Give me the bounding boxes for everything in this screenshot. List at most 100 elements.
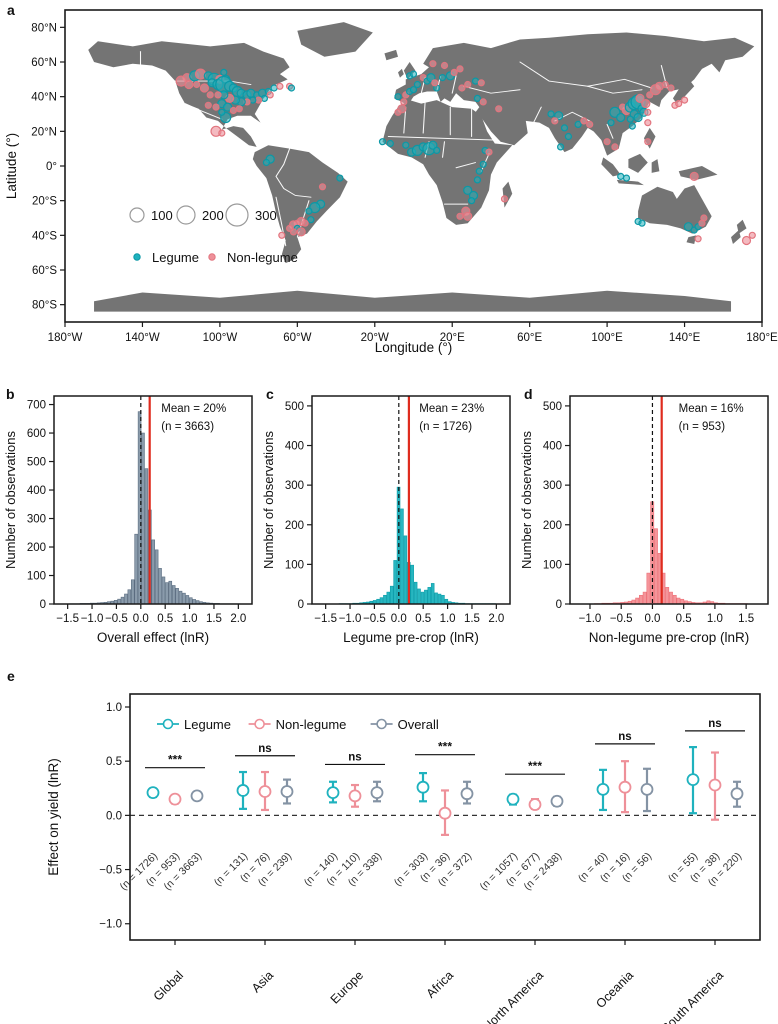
x-tick-label: 1.0 [707, 613, 723, 625]
legume-point [394, 93, 402, 101]
y-tick-label: 20°S [32, 196, 57, 208]
nonlegume-point [199, 83, 209, 93]
legume-point [554, 111, 564, 121]
y-tick-label: 200 [543, 520, 562, 532]
panel-a-letter: a [7, 2, 15, 18]
legume-point [220, 68, 228, 77]
nonlegume-point [635, 93, 645, 104]
legume-point [617, 172, 625, 180]
histogram-bar [635, 597, 640, 605]
country-border [451, 75, 457, 94]
country-border [533, 106, 542, 124]
mean-point [618, 780, 632, 794]
annotation-mean: Mean = 16% [679, 403, 744, 415]
legume-point [260, 94, 268, 103]
y-tick-label: 0° [46, 161, 57, 173]
nonlegume-point [586, 120, 594, 129]
mean-point [596, 782, 610, 796]
plot-frame [129, 693, 761, 941]
histogram-bar [410, 564, 414, 605]
nonlegume-point [611, 143, 619, 151]
histogram-bar [131, 579, 135, 605]
map-points-layer [175, 60, 756, 246]
y-tick-label: 300 [27, 514, 46, 526]
x-tick-label: 0.5 [157, 613, 173, 625]
category-label: North America [480, 968, 546, 1024]
world-map-chart: 180°W 140°W 100°W 60°W 20°W 20°E 60°E 100°E 140°… [4, 9, 778, 355]
continent [731, 230, 741, 244]
y-tick-label: 60°S [32, 265, 57, 277]
nonlegume-legend-dot [208, 253, 216, 261]
y-axis-title: Number of observations [261, 430, 276, 569]
x-tick-label: 140°W [125, 332, 160, 344]
histogram-bar [413, 581, 418, 605]
size-legend-circle [225, 203, 249, 227]
annotation-n: (n = 3663) [161, 421, 214, 433]
y-axis-title: Latitude (°) [4, 133, 19, 199]
nonlegume-point [450, 68, 458, 77]
x-tick-label: 2.0 [488, 613, 504, 625]
legume-point [468, 197, 476, 205]
legume-point [622, 174, 631, 182]
continent [643, 127, 656, 149]
legume-point [307, 216, 315, 224]
panel-d-letter: d [524, 386, 533, 402]
x-tick-label: −1.0 [81, 613, 104, 625]
y-axis-title: Number of observations [519, 430, 534, 569]
nonlegume-point [500, 195, 509, 203]
nonlegume-point [603, 138, 611, 146]
histogram-bar [676, 597, 681, 605]
nonlegume-point [464, 80, 472, 89]
plot-frame [569, 395, 769, 605]
histogram-bar [669, 591, 673, 605]
legume-point [262, 158, 270, 167]
legume-point [683, 222, 694, 232]
mean-point [708, 778, 722, 792]
country-border [606, 123, 614, 139]
histogram-bar [161, 576, 166, 605]
mean-point [348, 789, 362, 803]
sig-label: ns [618, 731, 631, 743]
y-tick-label: 300 [543, 480, 562, 492]
mean-point [258, 785, 272, 798]
nonlegume-point [477, 79, 485, 87]
mean-point [280, 785, 294, 798]
nonlegume-point [551, 117, 559, 125]
nonlegume-point [194, 68, 207, 80]
histogram-bar [379, 597, 384, 605]
nonlegume-point [689, 171, 699, 181]
histogram-bar [151, 539, 155, 605]
x-tick-label: 180°E [746, 332, 778, 344]
nonlegume-point [646, 91, 654, 99]
mean-point [528, 798, 542, 811]
y-tick-label: 600 [27, 428, 46, 440]
histogram-bar [189, 597, 193, 605]
continent [616, 179, 644, 186]
continent [601, 157, 621, 177]
x-tick-label: 1.0 [182, 613, 198, 625]
nonlegume-point [212, 103, 220, 111]
y-tick-label: 1.0 [106, 702, 122, 714]
histogram-bar [417, 588, 421, 605]
size-legend-circle [129, 207, 145, 223]
nonlegume-point [641, 98, 651, 109]
legume-point [413, 80, 421, 89]
nonlegume-point [667, 84, 675, 92]
x-tick-label: 0.5 [415, 613, 431, 625]
x-tick-label: 0.5 [676, 613, 692, 625]
histogram-bar [171, 585, 176, 605]
annotation-mean: Mean = 23% [419, 403, 484, 415]
mean-point [326, 786, 340, 800]
legume-legend-label: Legume [152, 250, 199, 265]
continent [651, 159, 660, 173]
y-tick-label: 80°N [31, 22, 57, 34]
x-axis-title: Non-legume pre-crop (lnR) [589, 630, 750, 645]
y-tick-label: 60°N [31, 57, 57, 69]
mean-point [168, 792, 182, 806]
mean-point [640, 782, 654, 796]
sig-label: ns [708, 718, 721, 730]
sig-label: ns [348, 751, 361, 763]
nonlegume-point [318, 183, 327, 191]
legend-marker-point [162, 718, 174, 730]
size-legend-label: 200 [202, 208, 224, 223]
